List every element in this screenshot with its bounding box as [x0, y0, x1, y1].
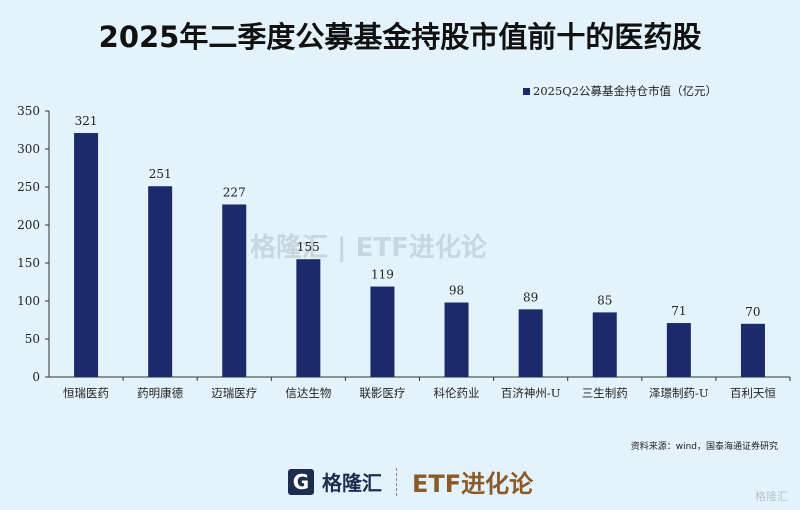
y-tick-label: 250 — [17, 180, 40, 194]
data-label: 71 — [671, 304, 686, 318]
data-label: 321 — [75, 114, 98, 128]
footer-divider — [396, 467, 398, 496]
bar-chart: 0 50 100 150 200 250 300 350 321 恒瑞医药 251 药明康德 227 迈瑞… — [17, 104, 791, 400]
y-tick-label: 150 — [17, 256, 40, 270]
legend-label: 2025Q2公募基金持仓市值（亿元） — [533, 84, 718, 98]
corner-watermark: 格隆汇 — [755, 490, 788, 503]
bar — [74, 133, 99, 377]
legend-swatch — [523, 87, 530, 95]
data-label: 89 — [523, 290, 538, 304]
bar — [222, 204, 247, 377]
chart-title: 2025年二季度公募基金持股市值前十的医药股 — [98, 20, 702, 54]
y-tick-label: 100 — [17, 294, 40, 308]
bar — [148, 186, 173, 377]
bar — [666, 323, 691, 377]
bar — [444, 302, 469, 377]
y-tick-label: 300 — [17, 142, 40, 156]
x-tick-label: 泽璟制药-U — [649, 386, 709, 400]
data-label: 155 — [297, 240, 320, 254]
x-tick-label: 信达生物 — [285, 386, 331, 400]
data-label: 119 — [371, 268, 394, 282]
data-label: 85 — [597, 293, 612, 307]
source-note: 资料来源：wind，国泰海通证券研究 — [630, 442, 778, 452]
bar — [592, 312, 617, 377]
footer-column: ETF进化论 — [412, 470, 534, 498]
x-tick-label: 恒瑞医药 — [63, 386, 109, 400]
data-label: 70 — [745, 305, 760, 319]
watermark: 格隆汇 | ETF进化论 — [250, 233, 487, 263]
data-label: 227 — [223, 185, 246, 199]
y-tick-label: 350 — [17, 104, 40, 118]
bar — [740, 323, 765, 377]
gelonghui-logo-icon: G — [288, 468, 314, 495]
data-label: 251 — [149, 167, 172, 181]
y-tick-label: 50 — [25, 332, 40, 346]
bar — [518, 309, 543, 377]
x-tick-label: 药明康德 — [137, 386, 183, 400]
y-tick-label: 200 — [17, 218, 40, 232]
x-tick-label: 百济神州-U — [501, 386, 561, 400]
footer-brand: 格隆汇 — [322, 471, 382, 495]
bar — [296, 259, 321, 377]
y-tick-label: 0 — [32, 370, 40, 384]
footer-logo: G 格隆汇 ETF进化论 — [288, 464, 533, 499]
x-tick-label: 联影医疗 — [359, 386, 405, 400]
legend: 2025Q2公募基金持仓市值（亿元） — [523, 83, 717, 99]
x-tick-label: 科伦药业 — [434, 386, 480, 400]
bar — [370, 286, 395, 377]
data-label: 98 — [449, 284, 464, 298]
x-tick-label: 迈瑞医疗 — [211, 386, 257, 400]
x-tick-label: 百利天恒 — [730, 386, 776, 400]
x-tick-label: 三生制药 — [582, 386, 628, 400]
